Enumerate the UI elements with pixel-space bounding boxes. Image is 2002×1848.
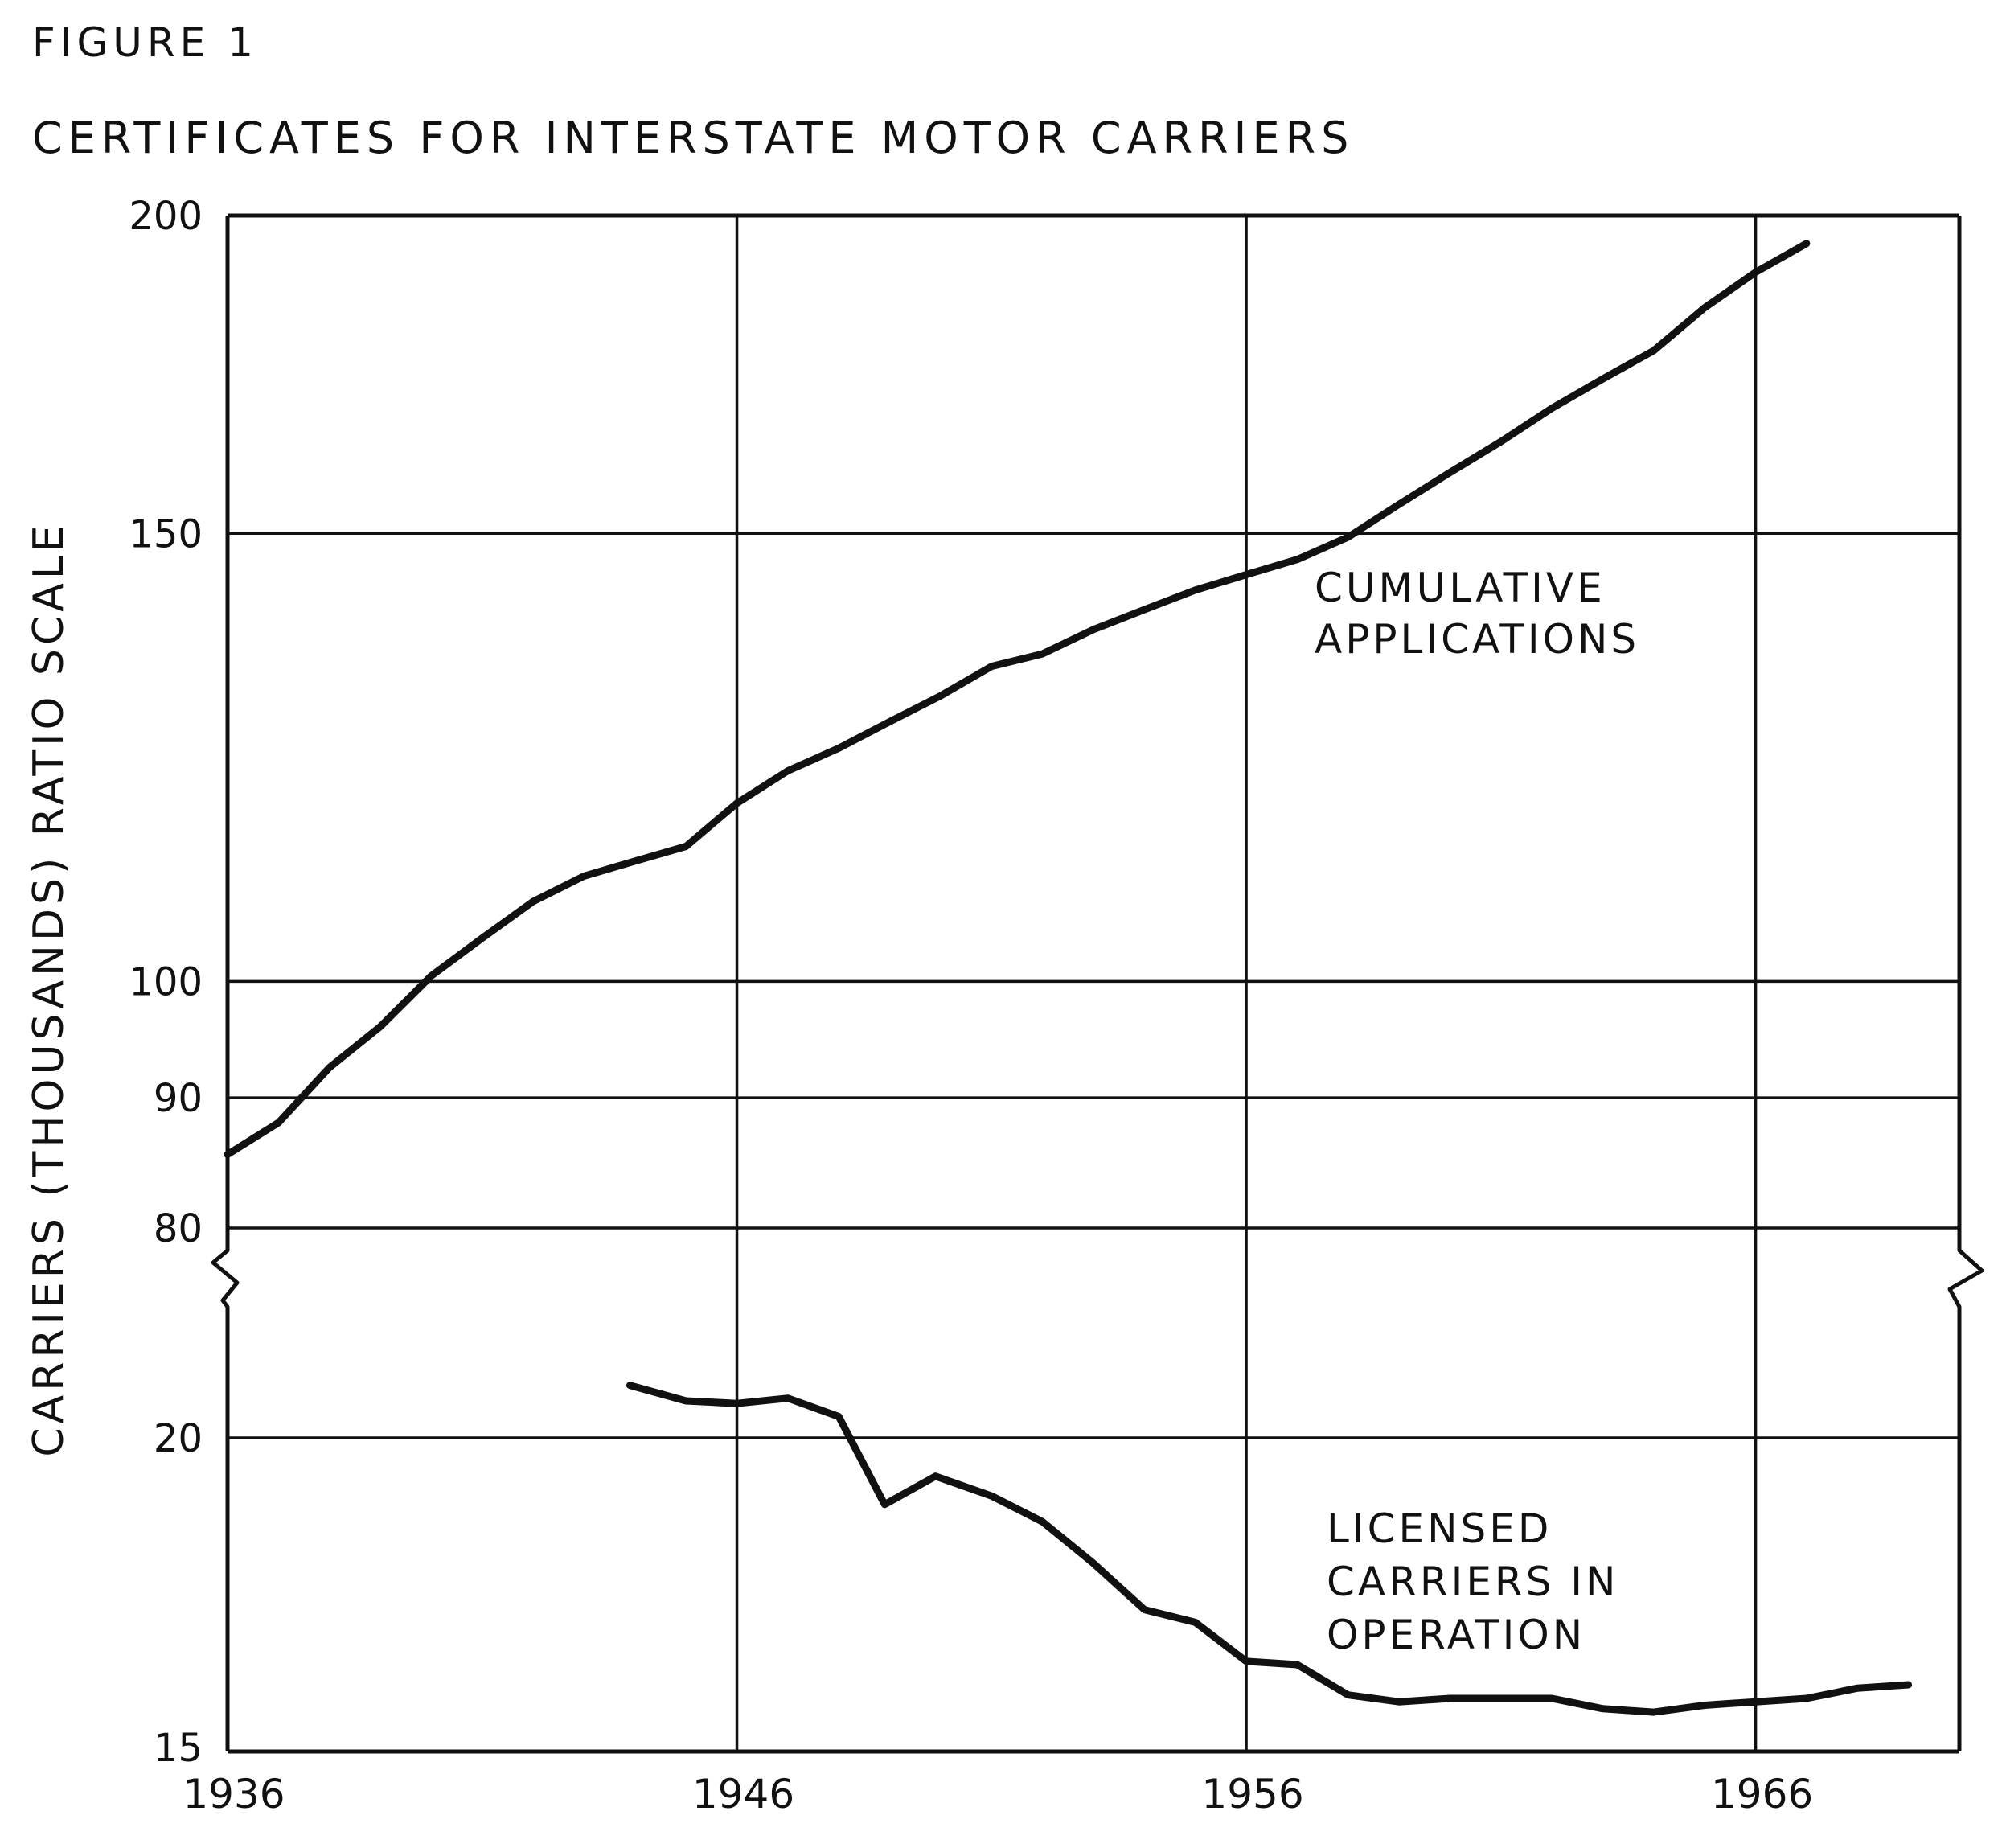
y-tick-label: 100 (129, 959, 203, 1004)
series-label-cumulative-applications: CUMULATIVE APPLICATIONS (1315, 565, 1639, 663)
y-tick-label: 200 (129, 194, 203, 239)
series-label-line: LICENSED (1327, 1505, 1552, 1552)
y-tick-label: 80 (154, 1206, 203, 1251)
series-labels: CUMULATIVE APPLICATIONS LICENSED CARRIERS I… (1315, 565, 1639, 1658)
y-tick-label: 15 (154, 1726, 203, 1771)
x-tick-label: 1936 (183, 1771, 285, 1817)
y-tick-label: 90 (154, 1076, 203, 1121)
x-tick-label: 1966 (1711, 1771, 1813, 1817)
series-label-licensed-carriers: LICENSED CARRIERS IN OPERATION (1327, 1505, 1618, 1658)
series-label-line: CUMULATIVE (1315, 565, 1606, 611)
series-line-cumulative-applications (224, 240, 1811, 1159)
y-tick-label: 150 (129, 511, 203, 556)
series-label-line: CARRIERS IN (1327, 1558, 1618, 1605)
y-axis-label: CARRIERS (THOUSANDS) RATIO SCALE (25, 521, 73, 1456)
series-label-line: OPERATION (1327, 1612, 1586, 1658)
x-tick-label: 1946 (692, 1771, 794, 1817)
chart-title: CERTIFICATES FOR INTERSTATE MOTOR CARRIE… (32, 113, 1355, 163)
x-tick-label: 1956 (1201, 1771, 1303, 1817)
frame-right-with-break (1947, 216, 1984, 1751)
plot-frame (211, 213, 1984, 1754)
series-layer (224, 240, 1913, 1716)
y-tick-label: 20 (154, 1416, 203, 1461)
frame-left-with-break (211, 216, 240, 1751)
series-label-line: APPLICATIONS (1315, 616, 1639, 663)
figure-label: FIGURE 1 (32, 19, 258, 66)
series-line-licensed-carriers (626, 1382, 1913, 1716)
grid-layer (228, 216, 1959, 1751)
